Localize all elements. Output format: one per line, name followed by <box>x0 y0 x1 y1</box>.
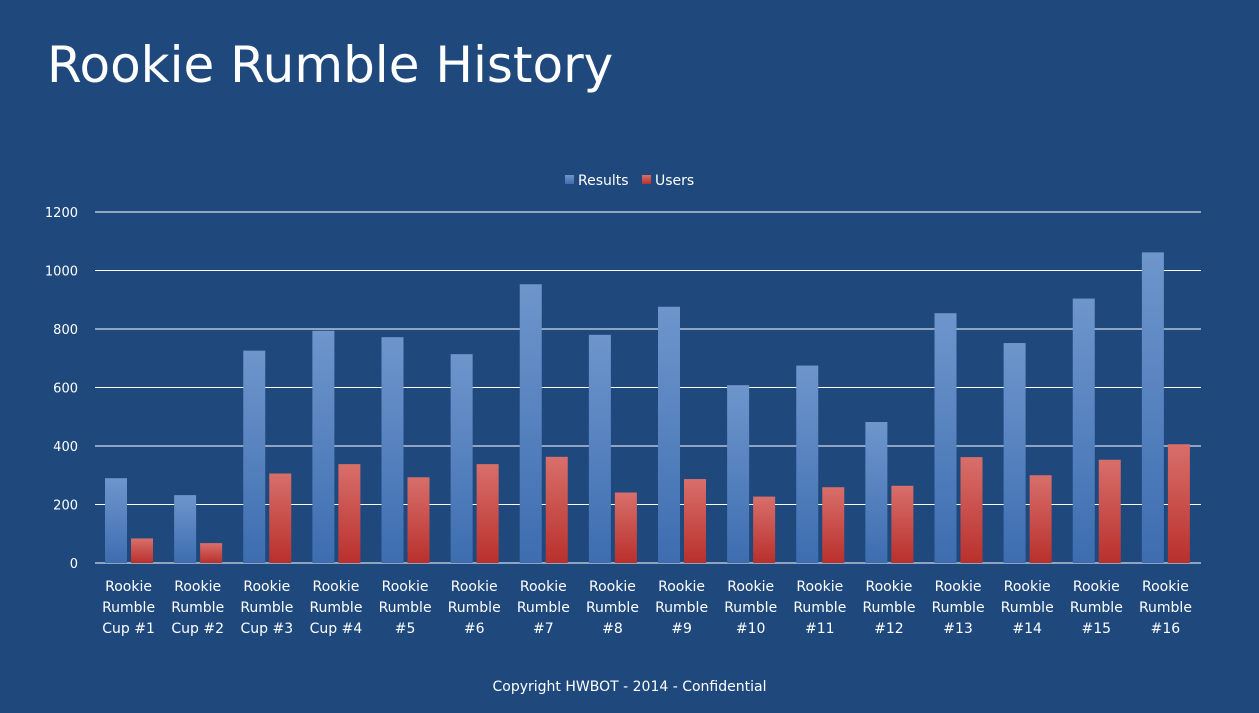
y-tick-label: 400 <box>53 440 78 455</box>
bar-users-5 <box>407 477 430 563</box>
x-tick-label: Rookie Rumble Cup #3 <box>240 579 293 637</box>
bar-users-8 <box>614 492 637 563</box>
bar-results-2 <box>174 495 197 563</box>
bar-users-15 <box>1098 459 1121 563</box>
y-axis: 0 200 400 600 800 1000 1200 <box>45 206 78 572</box>
legend-label-results: Results <box>578 173 629 189</box>
y-tick-label: 600 <box>53 382 78 397</box>
x-tick-label: Rookie Rumble #10 <box>724 579 777 637</box>
bar-results-12 <box>865 422 888 563</box>
bar-users-16 <box>1167 444 1190 563</box>
bar-users-10 <box>753 496 776 563</box>
bar-users-6 <box>476 464 499 563</box>
bar-results-1 <box>105 478 127 563</box>
x-tick-label: Rookie Rumble #5 <box>379 579 432 637</box>
chart-legend: Results Users <box>565 173 694 189</box>
bar-results-5 <box>381 337 404 563</box>
x-tick-label: Rookie Rumble #15 <box>1070 579 1123 637</box>
bar-results-8 <box>588 334 611 563</box>
bar-results-16 <box>1141 252 1164 564</box>
x-tick-label: Rookie Rumble #14 <box>1001 579 1054 637</box>
slide-title: Rookie Rumble History <box>47 36 614 94</box>
x-tick-label: Rookie Rumble #12 <box>862 579 915 637</box>
x-tick-label: Rookie Rumble #9 <box>655 579 708 637</box>
legend-swatch-users <box>642 175 651 184</box>
bar-results-15 <box>1072 298 1095 563</box>
bar-results-6 <box>450 354 473 563</box>
slide-footer: Copyright HWBOT - 2014 - Confidential <box>492 679 767 695</box>
x-tick-label: Rookie Rumble #7 <box>517 579 570 637</box>
bar-users-1 <box>131 538 153 563</box>
legend-label-users: Users <box>655 173 694 189</box>
bar-results-3 <box>243 350 266 563</box>
bar-results-14 <box>1003 343 1026 563</box>
bar-results-9 <box>658 306 680 563</box>
chart-bars <box>105 252 1190 564</box>
x-tick-label: Rookie Rumble #11 <box>793 579 846 637</box>
bar-users-9 <box>684 479 706 563</box>
legend-swatch-results <box>565 175 574 184</box>
bar-results-7 <box>519 284 542 563</box>
bar-users-4 <box>338 464 361 563</box>
bar-users-7 <box>545 456 568 563</box>
bar-results-11 <box>796 365 819 563</box>
x-tick-label: Rookie Rumble #8 <box>586 579 639 637</box>
y-tick-label: 1200 <box>45 206 78 221</box>
bar-users-12 <box>891 485 914 563</box>
x-tick-label: Rookie Rumble Cup #1 <box>102 579 155 637</box>
bar-results-13 <box>934 313 957 563</box>
y-tick-label: 0 <box>70 557 78 572</box>
x-tick-label: Rookie Rumble #13 <box>932 579 985 637</box>
bar-users-2 <box>200 543 223 563</box>
y-tick-label: 200 <box>53 499 78 514</box>
y-tick-label: 1000 <box>45 265 78 280</box>
x-tick-label: Rookie Rumble Cup #2 <box>171 579 224 637</box>
x-tick-label: Rookie Rumble #6 <box>448 579 501 637</box>
bar-results-10 <box>727 385 750 563</box>
x-tick-label: Rookie Rumble Cup #4 <box>309 579 362 637</box>
y-tick-label: 800 <box>53 323 78 338</box>
bar-users-14 <box>1029 475 1052 563</box>
bar-results-4 <box>312 330 335 563</box>
bar-users-11 <box>822 487 845 563</box>
x-axis: Rookie Rumble Cup #1 Rookie Rumble Cup #2 Rook… <box>102 579 1192 637</box>
x-tick-label: Rookie Rumble #16 <box>1139 579 1192 637</box>
bar-users-3 <box>269 473 292 563</box>
bar-users-13 <box>960 457 983 563</box>
